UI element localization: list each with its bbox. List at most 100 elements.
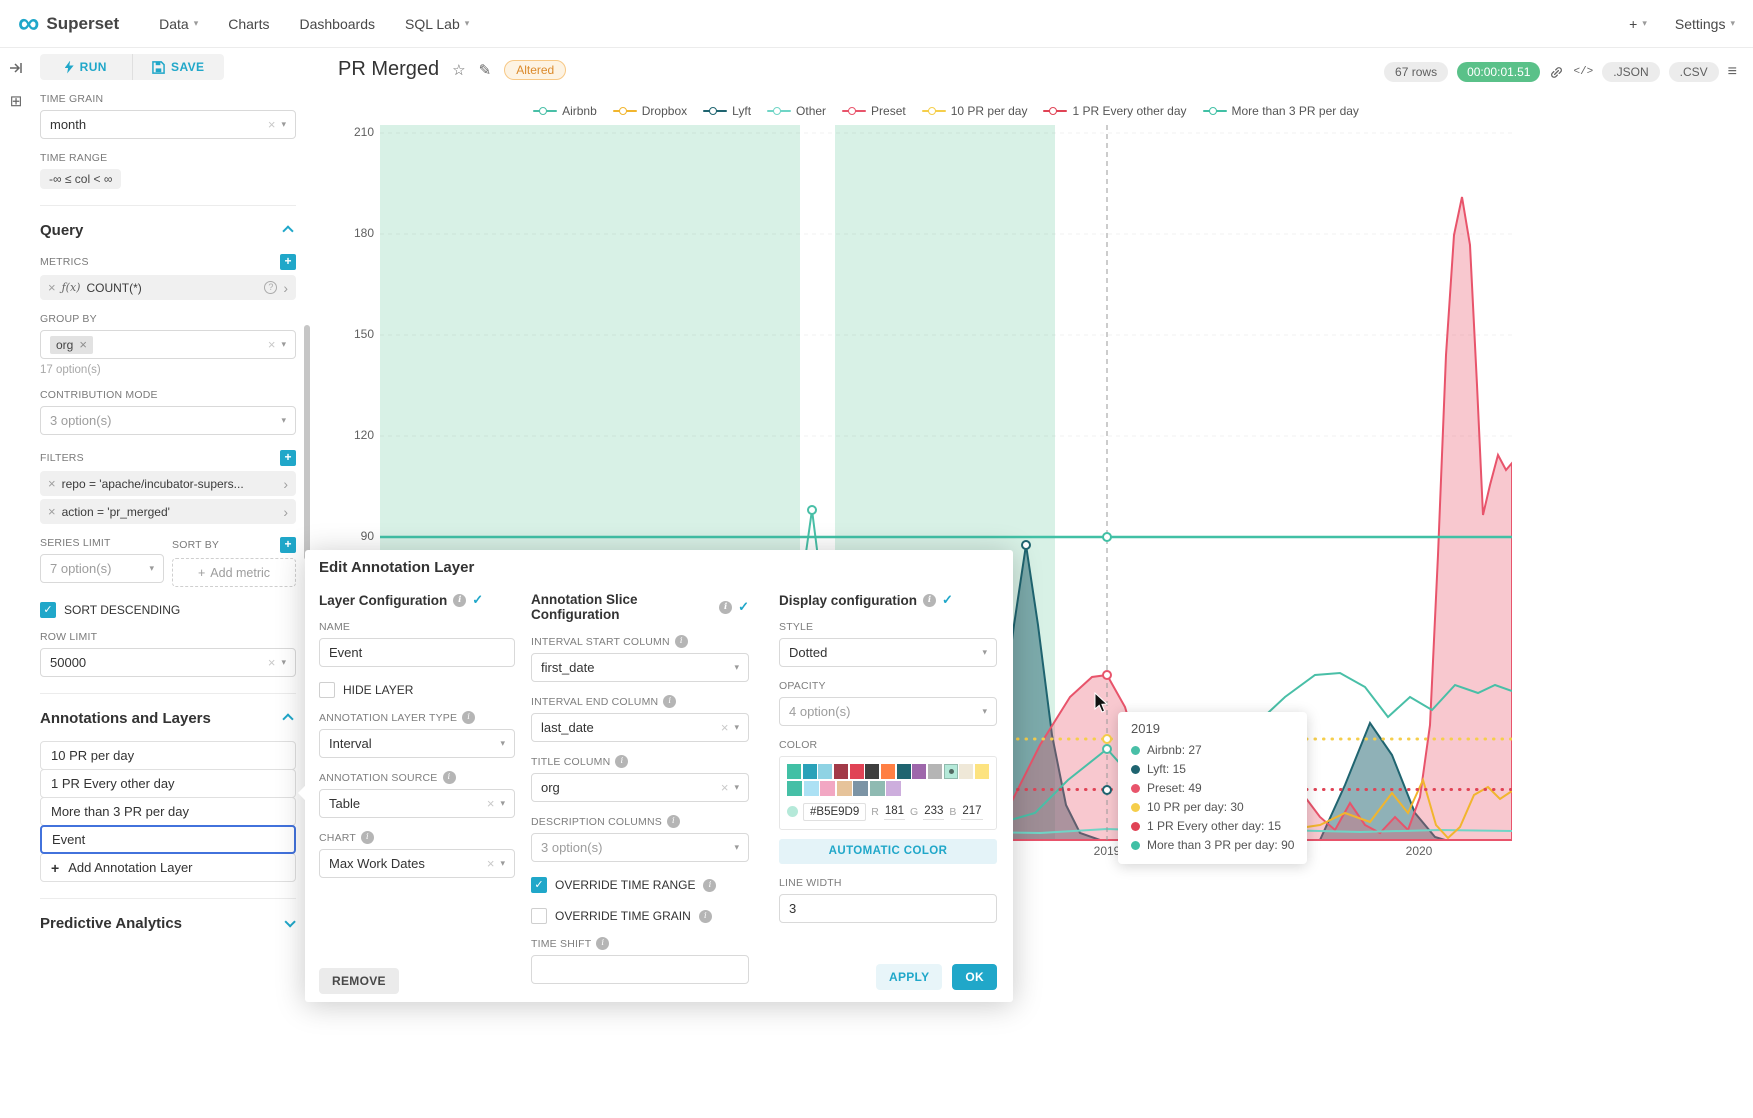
query-section-header[interactable]: Query: [40, 222, 296, 239]
chart-source-select[interactable]: Max Work Dates × ▾: [319, 849, 515, 878]
info-icon[interactable]: i: [462, 711, 476, 724]
add-sort-metric-button[interactable]: +: [280, 537, 296, 553]
color-swatch[interactable]: [787, 764, 802, 779]
legend-item[interactable]: Dropbox: [612, 104, 687, 118]
color-swatch[interactable]: [833, 764, 849, 779]
line-width-input[interactable]: [779, 893, 997, 923]
nav-item-dashboards[interactable]: Dashboards: [299, 16, 375, 32]
new-item-button[interactable]: + ▾: [1629, 16, 1647, 32]
override-time-range-row[interactable]: ✓ OVERRIDE TIME RANGE i: [531, 877, 749, 893]
info-icon[interactable]: i: [442, 771, 456, 784]
chevron-up-icon[interactable]: [282, 712, 294, 725]
edit-title-icon[interactable]: ✎: [478, 61, 492, 79]
interval-start-select[interactable]: first_date ▾: [531, 653, 749, 682]
annotations-section-header[interactable]: Annotations and Layers: [40, 710, 296, 727]
sort-by-dropzone[interactable]: + Add metric: [172, 558, 296, 587]
nav-item-data[interactable]: Data ▾: [159, 16, 198, 32]
info-icon[interactable]: i: [719, 600, 733, 614]
style-select[interactable]: Dotted ▾: [779, 638, 997, 667]
hide-layer-row[interactable]: HIDE LAYER: [319, 682, 515, 698]
legend-item[interactable]: Lyft: [703, 104, 751, 118]
run-button[interactable]: RUN: [40, 54, 132, 80]
export-json-button[interactable]: .JSON: [1602, 62, 1660, 82]
color-swatch[interactable]: [865, 764, 880, 779]
info-icon[interactable]: i: [663, 695, 677, 708]
legend-item[interactable]: Other: [767, 104, 826, 118]
color-swatch[interactable]: [869, 780, 885, 796]
favorite-star-icon[interactable]: ☆: [452, 61, 466, 79]
time-shift-input[interactable]: [531, 955, 749, 984]
series-limit-select[interactable]: 7 option(s) ▾: [40, 554, 164, 583]
remove-tag-icon[interactable]: ×: [79, 337, 87, 352]
superset-logo-icon[interactable]: ∞: [18, 6, 40, 40]
brand-name[interactable]: Superset: [46, 13, 120, 33]
apply-button[interactable]: APPLY: [875, 964, 943, 990]
chevron-right-icon[interactable]: ›: [283, 475, 288, 492]
time-range-pill[interactable]: -∞ ≤ col < ∞: [40, 169, 122, 189]
ok-button[interactable]: OK: [952, 964, 997, 990]
info-icon[interactable]: i: [666, 815, 680, 828]
automatic-color-button[interactable]: AUTOMATIC COLOR: [779, 838, 997, 864]
clear-icon[interactable]: ×: [267, 655, 276, 670]
color-swatch[interactable]: [820, 780, 835, 796]
remove-button[interactable]: REMOVE: [319, 968, 399, 994]
save-button[interactable]: SAVE: [131, 54, 225, 80]
r-value[interactable]: 181: [883, 803, 906, 820]
color-swatch[interactable]: [787, 780, 802, 796]
chevron-up-icon[interactable]: [282, 224, 294, 237]
filter-pill[interactable]: × action = 'pr_merged' ›: [40, 499, 296, 524]
sidebar-scrollbar[interactable]: [304, 325, 310, 560]
legend-item[interactable]: More than 3 PR per day: [1202, 104, 1359, 118]
info-icon[interactable]: i: [360, 831, 374, 844]
interval-end-select[interactable]: last_date × ▾: [531, 713, 749, 742]
group-by-tag[interactable]: org ×: [50, 335, 93, 354]
group-by-select[interactable]: org × × ▾: [40, 330, 296, 359]
annotation-layer-item[interactable]: 10 PR per day: [40, 741, 296, 770]
collapse-panel-icon[interactable]: [8, 60, 24, 80]
color-swatch[interactable]: [943, 764, 958, 779]
g-value[interactable]: 233: [923, 803, 945, 820]
legend-item[interactable]: 1 PR Every other day: [1043, 104, 1187, 118]
remove-icon[interactable]: ×: [48, 476, 56, 491]
remove-icon[interactable]: ×: [48, 504, 56, 519]
annotation-layer-item[interactable]: 1 PR Every other day: [40, 769, 296, 798]
override-time-grain-row[interactable]: OVERRIDE TIME GRAIN i: [531, 908, 749, 924]
altered-badge[interactable]: Altered: [504, 59, 567, 80]
info-icon[interactable]: i: [615, 755, 629, 768]
legend-item[interactable]: Preset: [842, 104, 906, 118]
color-swatch[interactable]: [803, 780, 819, 796]
annotation-layer-item[interactable]: Event: [40, 825, 296, 854]
settings-menu[interactable]: Settings ▾: [1675, 16, 1735, 32]
color-swatch[interactable]: [836, 780, 852, 796]
info-icon[interactable]: i: [698, 909, 712, 923]
title-column-select[interactable]: org × ▾: [531, 773, 749, 802]
info-icon[interactable]: i: [703, 878, 717, 892]
color-swatch[interactable]: [880, 764, 896, 779]
clear-icon[interactable]: ×: [267, 337, 276, 352]
color-swatch[interactable]: [853, 780, 868, 796]
annotation-source-select[interactable]: Table × ▾: [319, 789, 515, 818]
chevron-right-icon[interactable]: ›: [283, 503, 288, 520]
hide-layer-checkbox[interactable]: [319, 682, 335, 698]
more-menu-icon[interactable]: ≡: [1727, 63, 1737, 80]
b-value[interactable]: 217: [961, 803, 983, 820]
chevron-down-icon[interactable]: [284, 915, 296, 928]
remove-icon[interactable]: ×: [48, 280, 56, 295]
nav-item-charts[interactable]: Charts: [228, 16, 269, 32]
color-swatch[interactable]: [802, 764, 817, 779]
override-time-range-checkbox[interactable]: ✓: [531, 877, 547, 893]
add-annotation-layer-button[interactable]: + Add Annotation Layer: [40, 853, 296, 882]
time-grain-select[interactable]: month × ▾: [40, 110, 296, 139]
color-swatch[interactable]: [974, 764, 990, 779]
annotation-layer-item[interactable]: More than 3 PR per day: [40, 797, 296, 826]
hex-value[interactable]: #B5E9D9: [803, 802, 867, 821]
contribution-mode-select[interactable]: 3 option(s) ▾: [40, 406, 296, 435]
chevron-right-icon[interactable]: ›: [283, 279, 288, 296]
annotation-layer-type-select[interactable]: Interval ▾: [319, 729, 515, 758]
export-csv-button[interactable]: .CSV: [1668, 62, 1719, 82]
clear-icon[interactable]: ×: [486, 796, 495, 811]
share-link-icon[interactable]: [1549, 65, 1564, 80]
override-time-grain-checkbox[interactable]: [531, 908, 547, 924]
clear-icon[interactable]: ×: [486, 856, 495, 871]
dataset-grid-icon[interactable]: ⊞: [9, 93, 23, 110]
